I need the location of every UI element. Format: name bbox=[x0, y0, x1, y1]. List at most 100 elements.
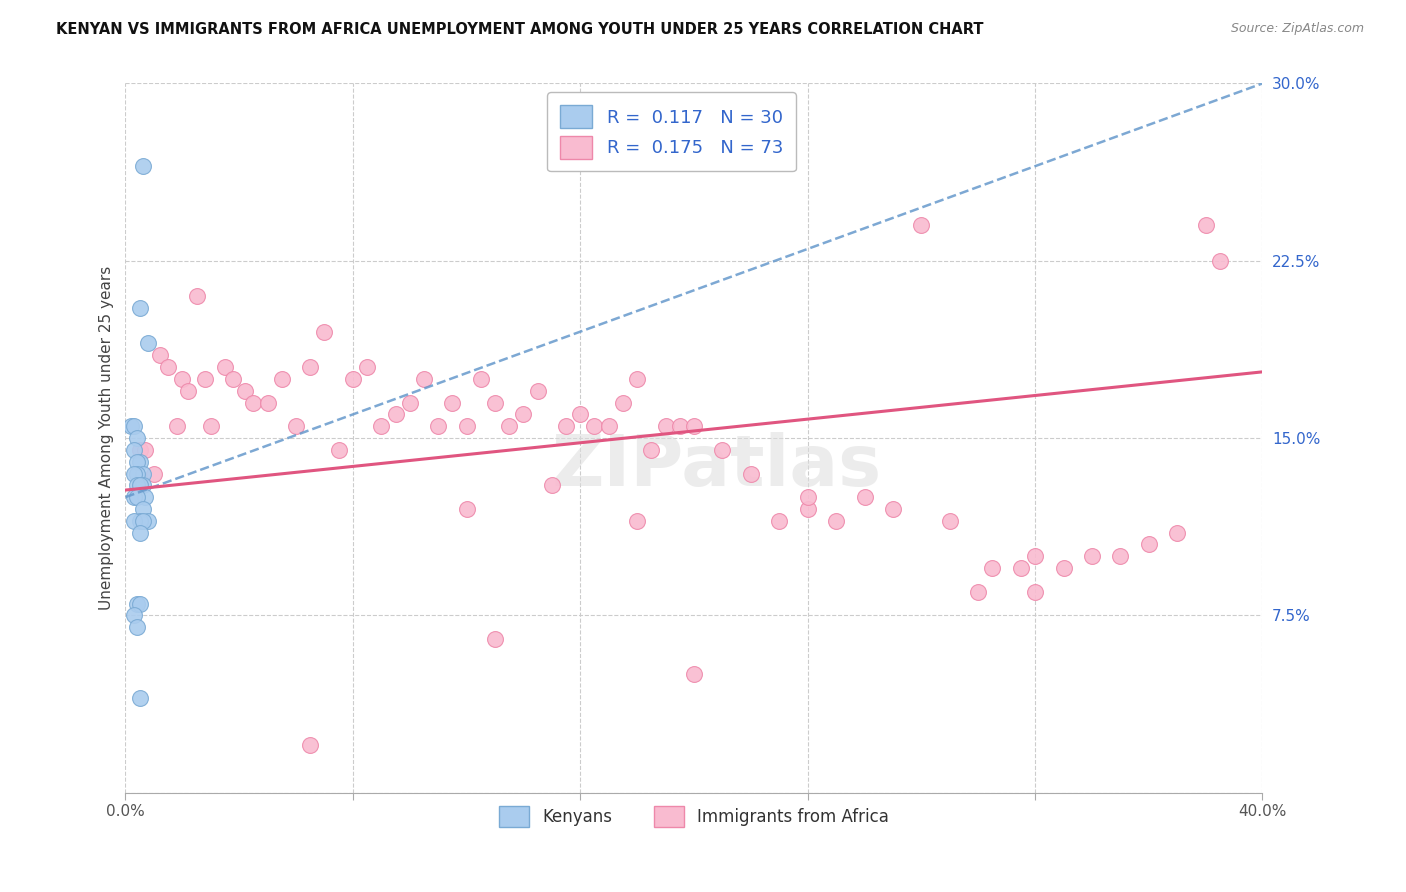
Point bbox=[456, 419, 478, 434]
Point bbox=[299, 360, 322, 375]
Point bbox=[125, 597, 148, 611]
Point bbox=[134, 490, 156, 504]
Point bbox=[654, 419, 676, 434]
Point bbox=[194, 372, 217, 386]
Point bbox=[172, 372, 194, 386]
Point bbox=[131, 159, 153, 173]
Point bbox=[136, 514, 159, 528]
Point bbox=[214, 360, 236, 375]
Text: ZIPatlas: ZIPatlas bbox=[551, 432, 882, 501]
Point bbox=[768, 514, 790, 528]
Point bbox=[668, 419, 690, 434]
Point bbox=[131, 478, 153, 492]
Point bbox=[1024, 584, 1046, 599]
Point bbox=[1081, 549, 1104, 564]
Point bbox=[484, 632, 506, 646]
Point bbox=[166, 419, 188, 434]
Point bbox=[131, 514, 153, 528]
Point bbox=[285, 419, 308, 434]
Point bbox=[256, 395, 278, 409]
Point bbox=[356, 360, 378, 375]
Text: KENYAN VS IMMIGRANTS FROM AFRICA UNEMPLOYMENT AMONG YOUTH UNDER 25 YEARS CORRELA: KENYAN VS IMMIGRANTS FROM AFRICA UNEMPLO… bbox=[56, 22, 984, 37]
Point bbox=[583, 419, 606, 434]
Point bbox=[1024, 549, 1046, 564]
Point bbox=[299, 739, 322, 753]
Point bbox=[796, 502, 818, 516]
Point bbox=[128, 597, 150, 611]
Point bbox=[398, 395, 420, 409]
Point bbox=[1052, 561, 1074, 575]
Point bbox=[125, 620, 148, 634]
Point bbox=[882, 502, 904, 516]
Point bbox=[1166, 525, 1188, 540]
Point bbox=[1109, 549, 1132, 564]
Point bbox=[186, 289, 208, 303]
Point bbox=[122, 442, 145, 457]
Point bbox=[128, 301, 150, 315]
Point bbox=[149, 348, 172, 362]
Point bbox=[825, 514, 848, 528]
Point bbox=[1194, 219, 1216, 233]
Point bbox=[122, 490, 145, 504]
Point bbox=[981, 561, 1004, 575]
Point bbox=[122, 467, 145, 481]
Point bbox=[125, 455, 148, 469]
Point bbox=[484, 395, 506, 409]
Point bbox=[626, 514, 648, 528]
Point bbox=[555, 419, 578, 434]
Point bbox=[125, 467, 148, 481]
Legend: Kenyans, Immigrants from Africa: Kenyans, Immigrants from Africa bbox=[492, 799, 896, 834]
Point bbox=[314, 325, 336, 339]
Point bbox=[134, 442, 156, 457]
Point bbox=[128, 514, 150, 528]
Point bbox=[157, 360, 180, 375]
Text: Source: ZipAtlas.com: Source: ZipAtlas.com bbox=[1230, 22, 1364, 36]
Point bbox=[939, 514, 962, 528]
Point bbox=[384, 408, 406, 422]
Point bbox=[222, 372, 245, 386]
Point bbox=[967, 584, 990, 599]
Point bbox=[413, 372, 436, 386]
Point bbox=[910, 219, 932, 233]
Point bbox=[200, 419, 222, 434]
Point bbox=[626, 372, 648, 386]
Point bbox=[711, 442, 734, 457]
Point bbox=[569, 408, 592, 422]
Point bbox=[470, 372, 492, 386]
Point bbox=[128, 478, 150, 492]
Point bbox=[128, 525, 150, 540]
Point bbox=[142, 467, 165, 481]
Point bbox=[177, 384, 200, 398]
Point bbox=[683, 419, 706, 434]
Point bbox=[128, 442, 150, 457]
Point bbox=[456, 502, 478, 516]
Point bbox=[370, 419, 392, 434]
Point bbox=[328, 442, 350, 457]
Point bbox=[128, 691, 150, 706]
Point bbox=[612, 395, 634, 409]
Point bbox=[498, 419, 520, 434]
Point bbox=[122, 419, 145, 434]
Point bbox=[526, 384, 548, 398]
Point bbox=[342, 372, 364, 386]
Point bbox=[1137, 537, 1160, 551]
Point bbox=[125, 478, 148, 492]
Point bbox=[1010, 561, 1032, 575]
Point bbox=[853, 490, 876, 504]
Point bbox=[683, 667, 706, 681]
Point bbox=[128, 455, 150, 469]
Point bbox=[125, 490, 148, 504]
Point bbox=[740, 467, 762, 481]
Point bbox=[131, 502, 153, 516]
Point bbox=[598, 419, 620, 434]
Point bbox=[1209, 253, 1232, 268]
Point bbox=[441, 395, 464, 409]
Point bbox=[242, 395, 264, 409]
Point bbox=[540, 478, 562, 492]
Point bbox=[125, 431, 148, 445]
Point bbox=[233, 384, 256, 398]
Point bbox=[120, 419, 142, 434]
Point bbox=[640, 442, 662, 457]
Y-axis label: Unemployment Among Youth under 25 years: Unemployment Among Youth under 25 years bbox=[100, 266, 114, 610]
Point bbox=[796, 490, 818, 504]
